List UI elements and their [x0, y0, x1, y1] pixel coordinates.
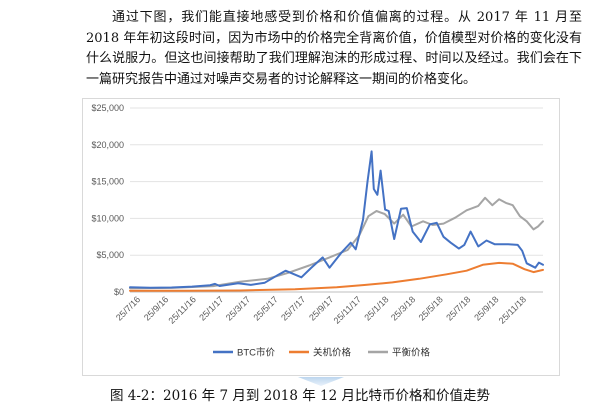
- y-tick-label: $0: [114, 287, 124, 297]
- x-tick-label: 25/7/18: [444, 294, 472, 322]
- y-tick-label: $15,000: [91, 177, 124, 187]
- x-tick-label: 25/3/18: [389, 294, 417, 322]
- legend-label-1: 关机价格: [313, 347, 352, 359]
- series-line-1: [129, 261, 544, 292]
- y-tick-label: $20,000: [91, 140, 124, 150]
- figure-caption: 图 4-2：2016 年 7 月到 2018 年 12 月比特币价格和价值走势: [109, 388, 491, 404]
- x-tick-label: 25/1/17: [197, 294, 225, 322]
- caption-marker: [298, 377, 344, 386]
- x-tick-label: 25/5/18: [417, 294, 445, 322]
- y-axis-ticks: $0 $5,000 $10,000 $15,000 $20,000 $25,000: [91, 103, 124, 297]
- x-tick-label: 25/1/18: [362, 294, 390, 322]
- chart-series: [129, 150, 544, 292]
- legend-label-2: 平衡价格: [392, 347, 431, 359]
- y-tick-label: $10,000: [91, 213, 124, 223]
- chart-gridlines: [130, 107, 543, 293]
- series-line-0: [129, 150, 544, 289]
- x-tick-label: 25/11/16: [167, 294, 198, 325]
- x-tick-label: 25/5/17: [251, 294, 279, 322]
- x-tick-label: 25/7/16: [114, 294, 142, 322]
- x-tick-label: 25/11/17: [332, 294, 363, 325]
- x-tick-label: 25/11/18: [497, 294, 528, 325]
- y-tick-label: $25,000: [91, 103, 124, 113]
- x-tick-label: 25/3/17: [224, 294, 252, 322]
- body-paragraph: 通过下图，我们能直接地感受到价格和价值偏离的过程。从 2017 年 11 月至 …: [86, 10, 582, 87]
- x-tick-label: 25/7/17: [279, 294, 307, 322]
- y-tick-label: $5,000: [96, 250, 124, 260]
- series-line-2: [129, 196, 544, 290]
- legend-label-0: BTC市价: [237, 347, 276, 359]
- chart-legend: BTC市价 关机价格 平衡价格: [213, 347, 431, 359]
- chart-frame: [82, 98, 560, 376]
